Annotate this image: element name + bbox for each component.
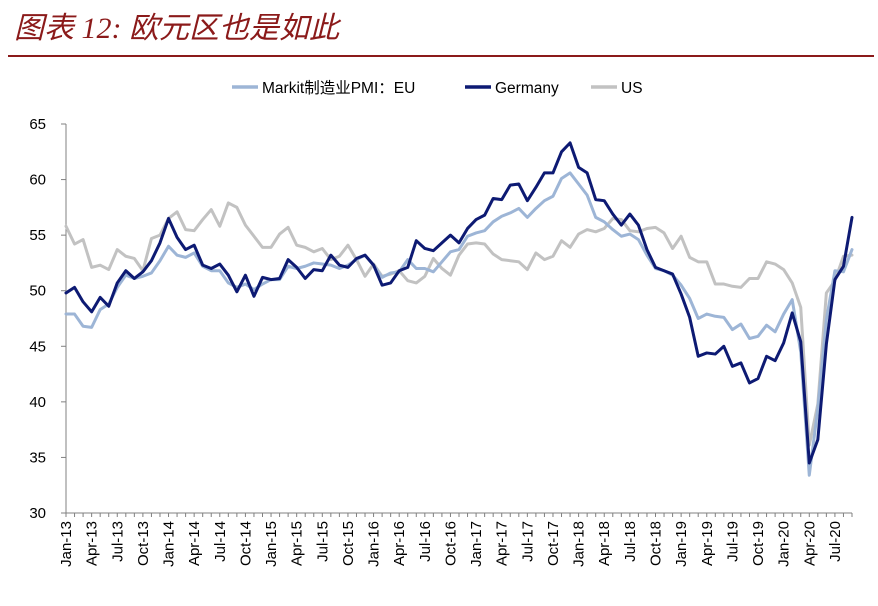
x-tick-label: Jan-13 <box>58 521 75 567</box>
x-tick-label: Oct-18 <box>648 521 665 566</box>
figure-title: 图表 12: 欧元区也是如此 <box>14 12 339 45</box>
x-tick-label: Oct-14 <box>237 521 254 566</box>
x-tick-label: Jul-15 <box>314 521 331 562</box>
y-tick-label: 30 <box>29 505 46 522</box>
chart-axes: 30 35 40 45 50 55 60 65 Jan-13 Apr-13 Jul-13 Oct-13… <box>29 116 853 567</box>
x-tick-label: Apr-14 <box>186 521 203 566</box>
y-tick-label: 35 <box>29 449 46 466</box>
x-tick-label: Apr-15 <box>289 521 306 566</box>
y-tick-label: 65 <box>29 116 46 133</box>
series-line-us <box>64 201 854 447</box>
x-tick-label: Jul-20 <box>827 521 844 562</box>
x-tick-label: Jul-18 <box>622 521 639 562</box>
x-tick-label: Jan-17 <box>468 521 485 567</box>
x-tick-label: Jan-20 <box>776 521 793 567</box>
y-tick-label: 55 <box>29 227 46 244</box>
series-line-eu <box>64 171 854 477</box>
x-tick-label: Oct-15 <box>340 521 357 566</box>
x-tick-label: Jan-19 <box>673 521 690 567</box>
x-tick-label: Oct-16 <box>442 521 459 566</box>
x-tick-label: Jan-15 <box>263 521 280 567</box>
x-tick-label: Oct-17 <box>545 521 562 566</box>
chart-legend: Markit制造业PMI：EU Germany US <box>232 79 643 97</box>
x-tick-label: Jul-17 <box>519 521 536 562</box>
x-tick-label: Jan-18 <box>571 521 588 567</box>
chart-series <box>64 141 854 477</box>
x-tick-label: Jul-19 <box>724 521 741 562</box>
legend-label-eu: Markit制造业PMI：EU <box>262 79 415 97</box>
y-tick-label: 60 <box>29 172 46 189</box>
title-divider <box>8 55 874 57</box>
x-tick-label: Jul-16 <box>417 521 434 562</box>
x-tick-label: Jul-13 <box>109 521 126 562</box>
x-tick-label: Apr-18 <box>596 521 613 566</box>
x-tick-label: Jan-16 <box>366 521 383 567</box>
x-tick-label: Jul-14 <box>212 521 229 562</box>
x-tick-label: Oct-13 <box>135 521 152 566</box>
legend-label-us: US <box>621 80 643 97</box>
x-tick-label: Apr-20 <box>801 521 818 566</box>
x-tick-label: Apr-17 <box>494 521 511 566</box>
series-line-germany <box>64 141 854 465</box>
x-tick-label: Oct-19 <box>750 521 767 566</box>
y-tick-label: 50 <box>29 283 46 300</box>
x-tick-label: Jan-14 <box>161 521 178 567</box>
y-tick-label: 40 <box>29 394 46 411</box>
y-tick-label: 45 <box>29 338 46 355</box>
x-tick-label: Apr-19 <box>699 521 716 566</box>
legend-label-germany: Germany <box>495 80 559 97</box>
x-tick-label: Apr-16 <box>391 521 408 566</box>
figure-header: 图表 12: 欧元区也是如此 <box>0 0 878 60</box>
x-tick-label: Apr-13 <box>84 521 101 566</box>
